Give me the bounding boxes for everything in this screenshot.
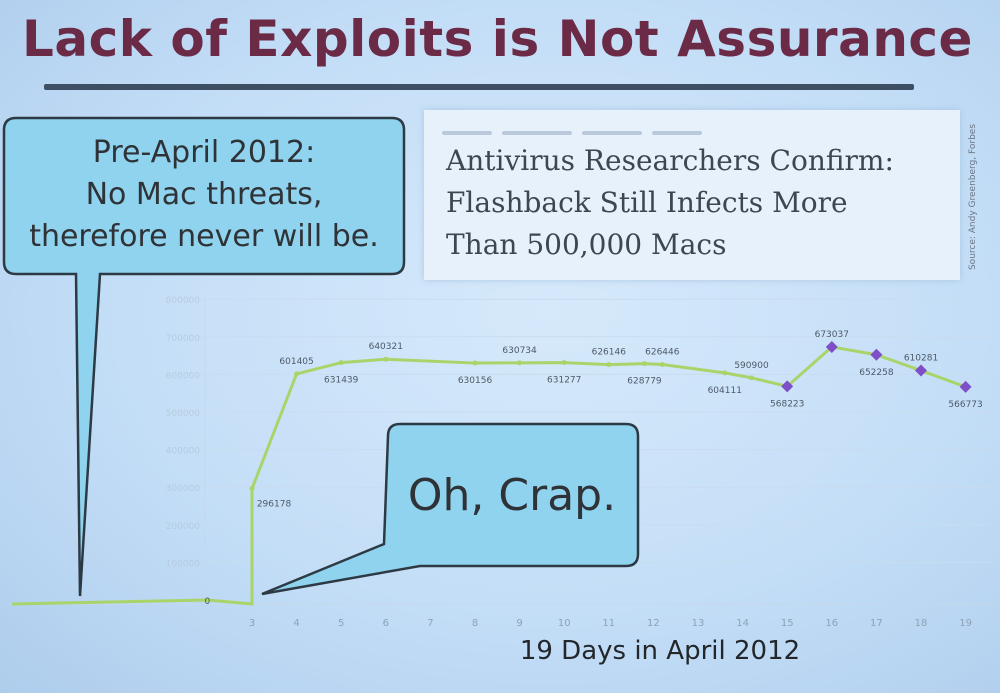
- data-point-17: [959, 380, 972, 393]
- x-tick-3: 3: [249, 618, 255, 629]
- y-tick-400000: 400000: [166, 447, 201, 457]
- data-points: [204, 340, 972, 603]
- data-label-2: 601405: [279, 357, 313, 367]
- y-tick-300000: 300000: [166, 484, 201, 494]
- data-label-17: 566773: [948, 400, 982, 410]
- x-tick-5: 5: [338, 618, 344, 629]
- x-tick-12: 12: [647, 618, 660, 629]
- data-label-5: 630156: [458, 376, 493, 386]
- data-point-1: [249, 486, 255, 492]
- y-tick-800000: 800000: [166, 296, 201, 306]
- data-point-10: [659, 361, 665, 367]
- x-tick-18: 18: [915, 618, 928, 629]
- headline-line-3: Than 500,000 Macs: [446, 228, 727, 261]
- data-point-16: [915, 364, 927, 377]
- data-labels: 0 296178 601405 631439 640321 630156 630734 631…: [205, 330, 983, 607]
- slide-title: Lack of Exploits is Not Assurance: [22, 10, 973, 68]
- data-point-4: [383, 356, 389, 362]
- oh-crap-callout-bubble: [261, 422, 640, 596]
- data-point-15: [870, 348, 883, 361]
- x-tick-11: 11: [602, 618, 615, 629]
- news-headline-clipping: Antivirus Researchers Confirm: Flashback…: [424, 110, 960, 280]
- headline-line-2: Flashback Still Infects More: [446, 186, 848, 219]
- pre-april-line-1: Pre-April 2012:: [92, 135, 316, 170]
- data-point-9: [641, 361, 647, 367]
- data-point-6: [517, 360, 523, 366]
- data-label-0: 0: [205, 597, 211, 607]
- infection-series-line: [11, 345, 967, 606]
- x-tick-15: 15: [781, 618, 794, 629]
- data-label-9: 628779: [627, 377, 662, 387]
- data-point-7: [561, 360, 567, 366]
- headline-meta-bar: [442, 120, 862, 135]
- data-label-11: 604111: [708, 386, 742, 396]
- y-tick-100000: 100000: [166, 559, 201, 569]
- data-label-12: 590900: [734, 361, 769, 371]
- data-label-16: 610281: [904, 354, 938, 364]
- x-axis-label: 19 Days in April 2012: [519, 636, 801, 666]
- x-tick-8: 8: [472, 618, 478, 629]
- data-point-0: [204, 597, 210, 603]
- pre-april-line-2: No Mac threats,: [85, 177, 323, 212]
- y-tick-600000: 600000: [166, 371, 201, 381]
- data-label-3: 631439: [324, 376, 359, 386]
- data-label-7: 631277: [547, 376, 581, 386]
- y-tick-500000: 500000: [166, 409, 201, 419]
- pre-april-callout-bubble: [2, 116, 406, 597]
- pre-april-line-3: therefore never will be.: [29, 219, 379, 254]
- x-tick-7: 7: [427, 618, 433, 629]
- data-point-5: [472, 360, 478, 366]
- data-label-14: 673037: [815, 330, 849, 340]
- data-label-4: 640321: [369, 342, 403, 352]
- data-label-8: 626146: [592, 348, 627, 358]
- data-point-14: [825, 340, 838, 353]
- data-label-1: 296178: [257, 500, 292, 510]
- x-tick-19: 19: [959, 618, 972, 629]
- data-label-13: 568223: [770, 399, 804, 409]
- data-point-3: [338, 360, 344, 366]
- x-tick-10: 10: [558, 618, 571, 629]
- title-underline: [44, 84, 914, 90]
- data-point-8: [606, 362, 612, 368]
- y-tick-200000: 200000: [166, 522, 201, 532]
- y-tick-labels: 100000 200000 300000 400000 500000 600000 7000…: [166, 296, 201, 569]
- x-tick-4: 4: [293, 618, 299, 629]
- data-point-11: [722, 370, 728, 376]
- oh-crap-callout-text: Oh, Crap.: [407, 470, 617, 521]
- headline-text: Antivirus Researchers Confirm: Flashback…: [446, 140, 956, 266]
- x-tick-6: 6: [383, 618, 389, 629]
- x-tick-13: 13: [692, 618, 705, 629]
- x-tick-labels: 3 4 5 6 7 8 9 10 11 12 13 14 15 16 17 18 19: [249, 618, 972, 629]
- x-tick-16: 16: [825, 618, 838, 629]
- data-point-12: [749, 375, 755, 381]
- x-tick-9: 9: [516, 618, 522, 629]
- data-point-2: [294, 371, 300, 377]
- data-point-13: [781, 380, 794, 393]
- y-tick-700000: 700000: [166, 334, 201, 344]
- headline-line-1: Antivirus Researchers Confirm:: [446, 144, 894, 177]
- data-label-6: 630734: [502, 346, 537, 356]
- data-label-15: 652258: [859, 368, 894, 378]
- pre-april-callout-text: Pre-April 2012: No Mac threats, therefor…: [6, 132, 402, 258]
- x-tick-14: 14: [736, 618, 749, 629]
- data-label-10: 626446: [645, 347, 680, 357]
- x-tick-17: 17: [870, 618, 883, 629]
